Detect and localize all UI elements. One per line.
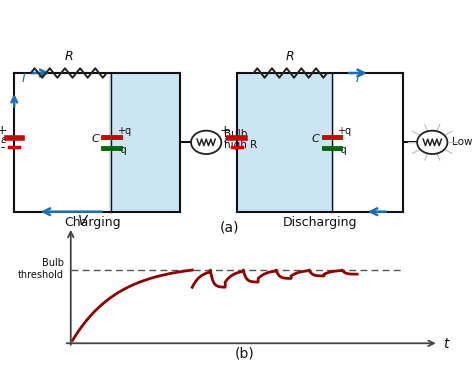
Text: I: I [356, 72, 359, 85]
Text: Low R: Low R [452, 137, 474, 147]
Text: V: V [78, 214, 87, 228]
Text: t: t [443, 337, 448, 351]
Text: Bulb
high R: Bulb high R [224, 128, 257, 150]
Text: +q: +q [337, 126, 352, 136]
Bar [237, 73, 334, 212]
Text: Bulb
threshold: Bulb threshold [18, 258, 64, 280]
Text: I: I [21, 72, 25, 85]
Text: Discharging: Discharging [283, 216, 357, 228]
Text: ε: ε [224, 135, 229, 145]
Text: R: R [286, 50, 295, 63]
Text: +: + [220, 124, 230, 137]
Text: +: + [0, 124, 8, 137]
Text: (a): (a) [220, 221, 240, 235]
Bar [109, 73, 180, 212]
Text: -q: -q [117, 145, 127, 154]
Text: -: - [0, 142, 5, 154]
Text: +q: +q [117, 126, 131, 136]
Text: ε: ε [1, 135, 7, 145]
Text: C: C [312, 134, 319, 144]
Text: Charging: Charging [64, 216, 121, 228]
Text: -q: -q [337, 145, 347, 154]
Text: R: R [64, 50, 73, 63]
Text: (b): (b) [235, 346, 254, 360]
Text: C: C [91, 134, 99, 144]
